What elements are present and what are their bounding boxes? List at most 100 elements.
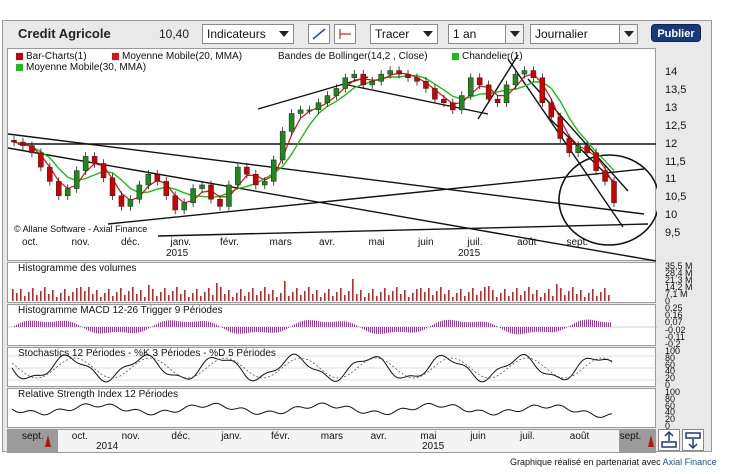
macd-bar — [574, 323, 575, 327]
rsi-panel[interactable]: Relative Strength Index 12 Périodes — [7, 388, 656, 428]
macd-bar — [476, 321, 477, 327]
macd-bar — [108, 327, 109, 333]
macd-bar — [306, 320, 307, 327]
month-label: févr. — [220, 237, 239, 248]
macd-bar — [20, 322, 21, 327]
macd-bar — [378, 327, 379, 335]
legend-swatch — [16, 64, 23, 71]
macd-bar — [360, 327, 361, 328]
month-label: sept. — [566, 237, 589, 248]
time-navigator[interactable]: sept. oct. nov. déc. janv. févr. mars avr. mai ju… — [7, 429, 656, 453]
macd-bar — [214, 323, 215, 327]
axis-tick-label: 60 — [665, 400, 676, 411]
trendline — [107, 168, 645, 225]
candle-body — [244, 166, 250, 175]
volume-bar — [132, 287, 134, 301]
macd-bar — [268, 327, 269, 333]
legend-swatch — [16, 53, 23, 60]
volume-bar — [488, 286, 490, 301]
macd-bar — [486, 322, 487, 327]
macd-bar — [446, 319, 447, 327]
volume-bar — [384, 288, 386, 301]
macd-bar — [280, 327, 281, 332]
price-chart-panel[interactable]: Bar-Charts(1) Moyenne Mobile(20, MMA) Ba… — [7, 48, 657, 262]
macd-bar — [534, 327, 535, 332]
macd-bar — [114, 327, 115, 333]
navigator-year: 2015 — [422, 441, 445, 452]
macd-panel[interactable]: Histogramme MACD 12-26 Trigger 9 Période… — [7, 304, 657, 346]
volume-bar — [444, 294, 446, 301]
macd-bar — [102, 327, 103, 334]
macd-bar — [188, 322, 189, 327]
volume-bar — [32, 288, 34, 301]
month-label: nov. — [71, 237, 90, 248]
macd-bar — [488, 322, 489, 327]
macd-bar — [366, 327, 367, 331]
volume-bar — [120, 288, 122, 301]
macd-bar — [410, 327, 411, 333]
volume-bar — [176, 287, 178, 301]
macd-bar — [358, 326, 359, 327]
candle-body — [611, 181, 617, 204]
macd-bar — [370, 327, 371, 333]
mm30-line — [13, 74, 615, 198]
candle-body — [575, 145, 581, 154]
navigator-month-label: mai — [420, 431, 437, 442]
stochastic-panel[interactable]: Stochastics 12 Périodes - %K 3 Périodes … — [7, 347, 657, 387]
macd-bar — [490, 323, 491, 327]
line-tool-button[interactable] — [308, 24, 330, 44]
macd-bar — [104, 327, 105, 334]
navigator-handle-left[interactable] — [45, 433, 51, 447]
volume-bar — [476, 295, 478, 301]
chevron-down-icon — [619, 25, 637, 43]
candle-body — [432, 88, 438, 100]
volume-bar — [592, 289, 594, 301]
macd-bar — [48, 321, 49, 327]
macd-bar — [538, 327, 539, 332]
horizontal-line-tool-button[interactable] — [334, 24, 356, 44]
axis-tick-label: 0,16 — [665, 310, 683, 321]
macd-bar — [184, 321, 185, 327]
candle-body — [47, 166, 53, 182]
zoom-out-button[interactable] — [682, 429, 704, 451]
volume-bar — [72, 292, 74, 301]
axis-tick-label: 0 — [665, 421, 671, 431]
volume-bar — [484, 287, 486, 301]
macd-bar — [64, 320, 65, 327]
macd-bar — [396, 327, 397, 332]
candle-body — [476, 77, 483, 86]
macd-bar — [132, 327, 133, 334]
period-select[interactable]: 1 an — [448, 24, 524, 44]
horizontal-lines-icon — [339, 29, 351, 39]
volume-panel[interactable]: Histogramme des volumes — [7, 262, 656, 303]
publish-button[interactable]: Publier — [651, 24, 701, 42]
macd-bar — [240, 327, 241, 334]
interval-select[interactable]: Journalier — [530, 24, 638, 44]
draw-dropdown[interactable]: Tracer — [370, 24, 438, 44]
macd-bar — [438, 321, 439, 327]
macd-bar — [236, 327, 237, 334]
macd-bar — [346, 321, 347, 327]
candle-body — [423, 81, 429, 89]
macd-bar — [58, 321, 59, 327]
macd-bar — [334, 321, 335, 327]
axis-tick-label: 0,25 — [665, 303, 683, 313]
volume-bar — [172, 291, 174, 301]
macd-bar — [526, 327, 527, 334]
price-tick-label: 13 — [665, 101, 678, 114]
macd-bar — [304, 320, 305, 327]
volume-bar — [420, 288, 422, 301]
indicators-dropdown[interactable]: Indicateurs — [202, 24, 294, 44]
legend-mm30: Moyenne Mobile(30, MMA) — [16, 62, 146, 73]
macd-bar — [610, 322, 611, 327]
navigator-month-label: juin — [470, 431, 486, 442]
volume-bar — [12, 289, 14, 301]
footer-brand-link[interactable]: Axial Finance — [662, 457, 717, 467]
zoom-in-button[interactable] — [658, 429, 680, 451]
navigator-handle-right[interactable] — [648, 433, 654, 447]
volume-bar — [348, 291, 350, 301]
macd-bar — [154, 325, 155, 327]
macd-bar — [336, 321, 337, 327]
volume-bar — [40, 291, 42, 301]
volume-bar — [128, 291, 130, 301]
